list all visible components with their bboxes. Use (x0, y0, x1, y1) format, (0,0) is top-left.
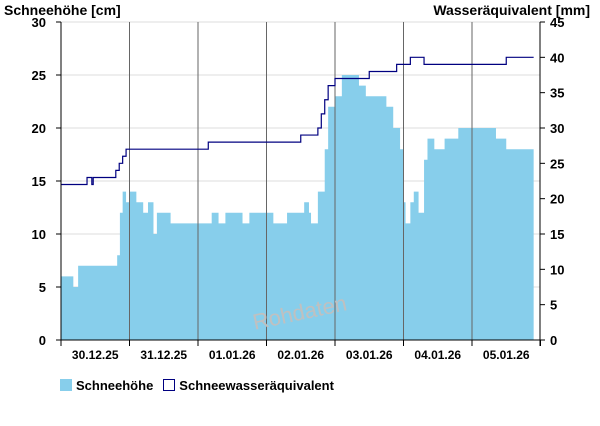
right-tick-label-0: 0 (550, 333, 557, 348)
left-tick-label-0: 0 (39, 333, 46, 348)
legend-item-snow: Schneehöhe (60, 378, 153, 393)
day-divider-lines (129, 22, 473, 340)
right-tick-label-6: 30 (550, 121, 564, 136)
right-y-ticks: 0 5 10 15 20 25 30 35 40 45 (540, 15, 564, 348)
legend-label-swe: Schneewasseräquivalent (179, 377, 334, 393)
right-axis-title: Wasseräquivalent [mm] (433, 2, 590, 18)
right-tick-label-8: 40 (550, 50, 564, 65)
legend: Schneehöhe Schneewasseräquivalent (60, 377, 344, 393)
axes (56, 22, 545, 346)
left-tick-label-6: 30 (32, 15, 46, 30)
x-tick-label-4: 03.01.26 (346, 348, 393, 362)
swe-line (61, 56, 534, 186)
left-axis-title: Schneehöhe [cm] (4, 2, 121, 18)
x-ticks: 30.12.25 31.12.25 01.01.26 02.01.26 03.01.26… (60, 340, 541, 362)
x-tick-label-3: 02.01.26 (277, 348, 324, 362)
x-tick-label-0: 30.12.25 (72, 348, 119, 362)
right-tick-label-7: 35 (550, 86, 564, 101)
left-tick-label-1: 5 (39, 280, 46, 295)
right-tick-label-3: 15 (550, 227, 564, 242)
snow-depth-area (61, 75, 534, 340)
x-tick-label-1: 31.12.25 (140, 348, 187, 362)
right-tick-label-5: 25 (550, 156, 564, 171)
x-tick-label-6: 05.01.26 (483, 348, 530, 362)
left-y-ticks: 0 5 10 15 20 25 30 (32, 15, 61, 348)
legend-label-snow: Schneehöhe (76, 377, 154, 393)
right-tick-label-2: 10 (550, 262, 564, 277)
x-tick-label-5: 04.01.26 (414, 348, 461, 362)
right-tick-label-1: 5 (550, 298, 557, 313)
legend-item-swe: Schneewasseräquivalent (163, 378, 334, 393)
left-tick-label-3: 15 (32, 174, 46, 189)
right-tick-label-4: 20 (550, 192, 564, 207)
right-tick-label-9: 45 (550, 15, 564, 30)
snow-swatch (60, 379, 72, 391)
swe-swatch (163, 379, 176, 391)
swe-series (61, 56, 534, 186)
left-tick-label-5: 25 (32, 68, 46, 83)
left-tick-label-4: 20 (32, 121, 46, 136)
x-tick-label-2: 01.01.26 (209, 348, 256, 362)
left-tick-label-2: 10 (32, 227, 46, 242)
snow-depth-series (61, 75, 534, 340)
